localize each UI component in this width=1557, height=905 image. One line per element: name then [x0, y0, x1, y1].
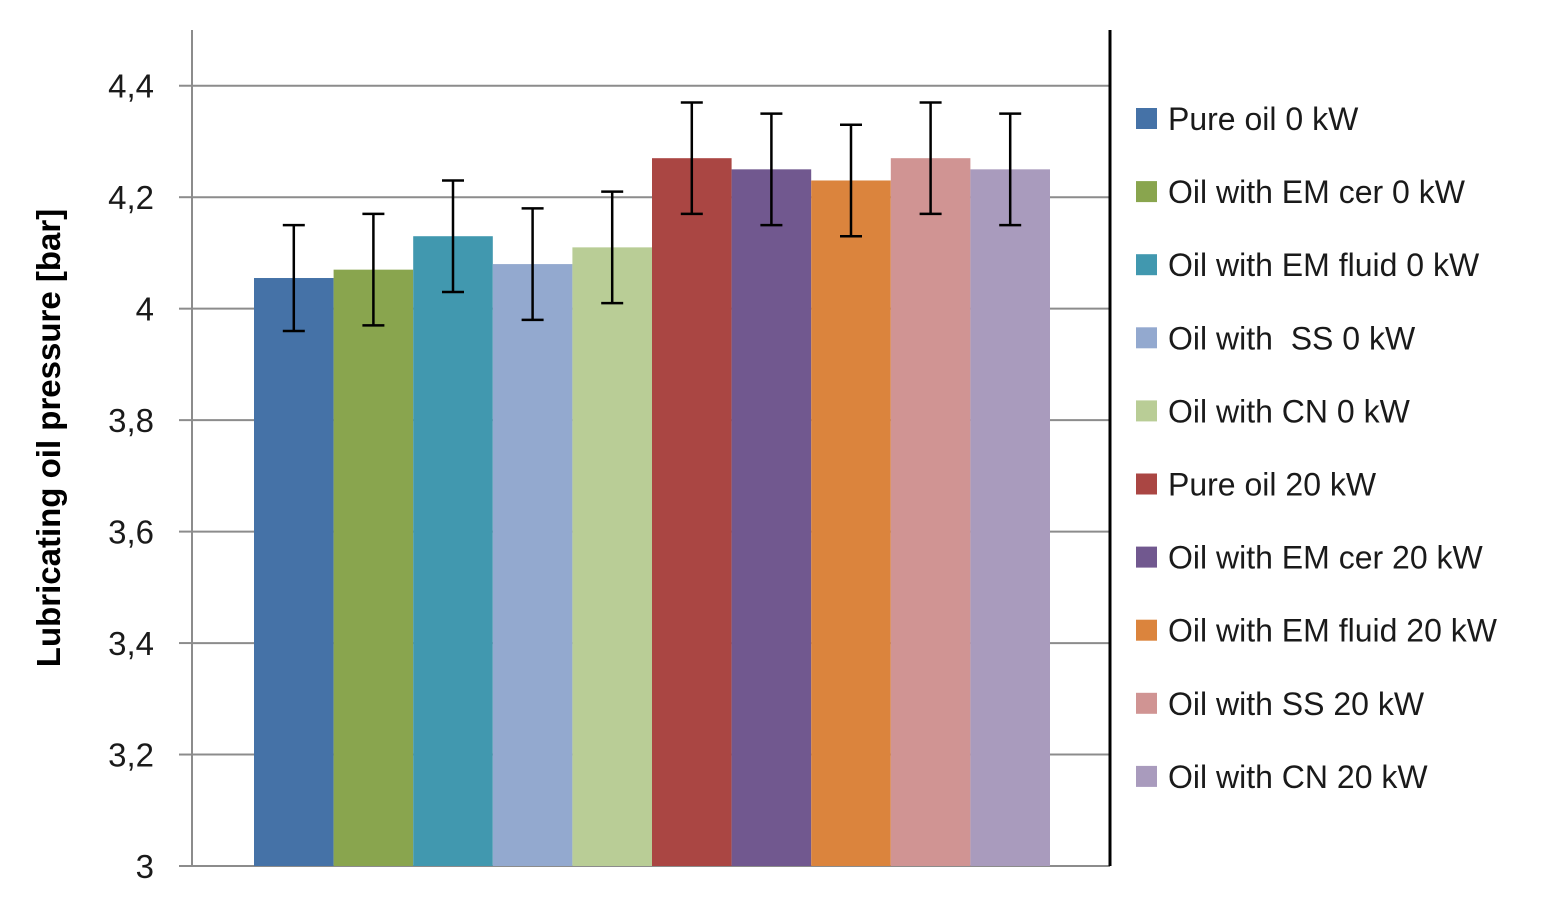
legend-swatch: [1136, 765, 1157, 787]
legend-swatch: [1136, 181, 1157, 203]
legend-swatch: [1136, 619, 1157, 641]
bar: [731, 169, 812, 867]
bar: [652, 158, 732, 867]
legend-swatch: [1136, 327, 1157, 349]
legend-label: Oil with EM cer 0 kW: [1168, 174, 1466, 210]
error-bar-layer: [282, 101, 1022, 333]
y-tick-label: 3: [136, 848, 154, 885]
y-tick-label: 3,8: [108, 402, 154, 439]
y-axis-title: Lubricating oil pressure [bar]: [30, 209, 67, 667]
legend-label: Oil with EM fluid 20 kW: [1168, 613, 1498, 649]
legend-label: Oil with EM fluid 0 kW: [1168, 247, 1480, 283]
legend-label: Pure oil 0 kW: [1168, 101, 1359, 137]
legend-label: Oil with SS 0 kW: [1168, 320, 1416, 356]
legend-label: Oil with EM cer 20 kW: [1168, 540, 1484, 576]
bar: [492, 264, 573, 867]
y-tick-label: 3,6: [108, 514, 154, 551]
y-tick-label: 3,4: [108, 625, 154, 662]
bar: [413, 236, 493, 867]
legend-swatch: [1136, 692, 1157, 714]
legend-swatch: [1136, 546, 1157, 568]
legend-label: Oil with CN 20 kW: [1168, 759, 1428, 795]
legend-label: Oil with CN 0 kW: [1168, 393, 1411, 429]
legend-label: Pure oil 20 kW: [1168, 467, 1377, 503]
bar: [572, 247, 652, 867]
y-tick-label: 3,2: [108, 737, 154, 774]
legend: Pure oil 0 kW Oil with EM cer 0 kW Oil wit…: [1136, 101, 1498, 795]
y-tick-label: 4,4: [108, 68, 154, 105]
legend-label: Oil with SS 20 kW: [1168, 686, 1425, 722]
legend-swatch: [1136, 108, 1157, 129]
y-tick-label: 4,2: [108, 179, 154, 216]
bar: [970, 169, 1050, 867]
legend-swatch: [1136, 254, 1157, 276]
bar-layer: [254, 158, 1050, 867]
legend-swatch: [1136, 400, 1157, 422]
bar: [811, 180, 891, 867]
bar: [333, 269, 414, 866]
bar: [890, 158, 971, 867]
legend-swatch: [1136, 473, 1157, 495]
y-tick-label: 4: [136, 291, 154, 328]
bar: [254, 278, 334, 867]
